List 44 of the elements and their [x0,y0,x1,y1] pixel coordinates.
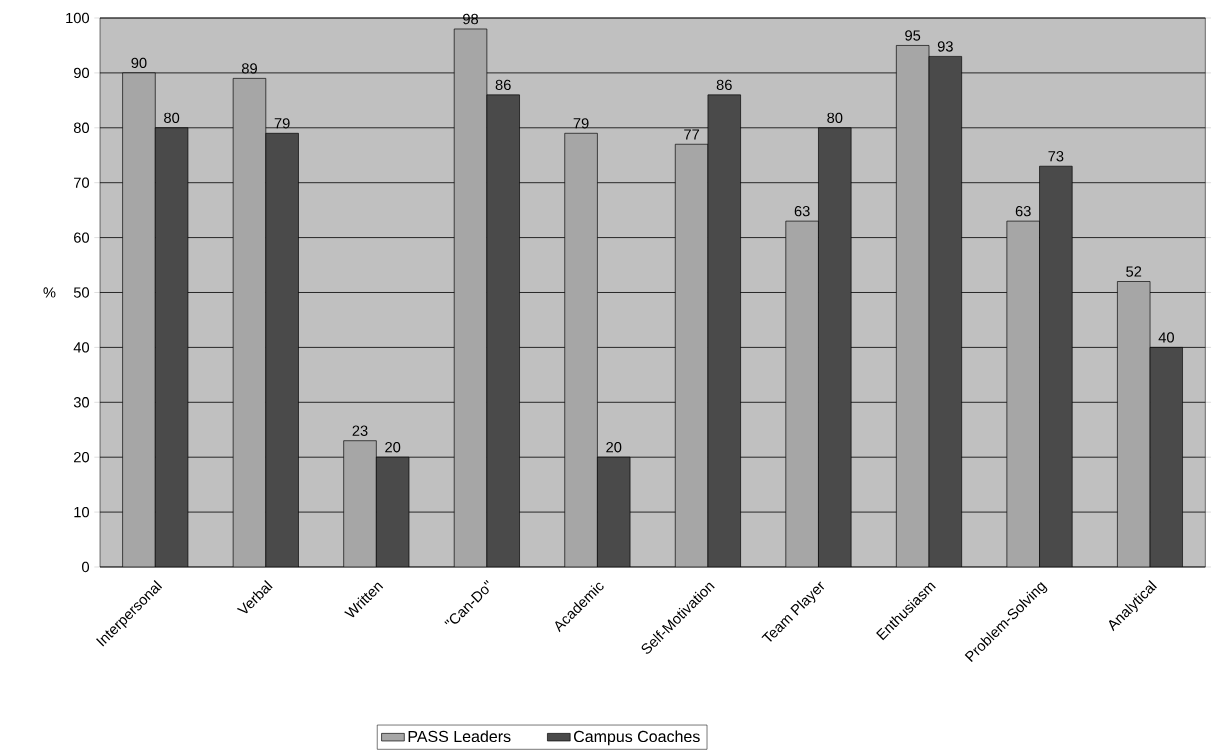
data-label: 79 [274,118,290,129]
bar [376,456,410,567]
data-label: 80 [827,112,843,124]
bar [1039,165,1073,567]
bar [486,94,520,567]
data-label: 20 [606,442,622,453]
bar [1149,347,1184,567]
bar [265,132,299,567]
data-label: 90 [131,57,147,69]
legend-label: PASS Leaders [408,730,511,743]
data-label: 52 [1126,266,1142,277]
data-label: 77 [684,129,700,140]
data-label: 86 [716,79,732,91]
y-tick-label: 100 [66,12,90,24]
y-tick-label: 20 [74,452,90,463]
y-tick-label: 30 [73,397,90,408]
y-tick-label: 90 [73,67,90,79]
bar [818,127,852,567]
y-tick-label: 60 [74,232,90,243]
data-label: 95 [905,30,921,41]
data-label: 93 [937,41,953,52]
legend-label: Campus Coaches [574,730,700,746]
data-label: 23 [352,425,368,436]
y-tick-label: 40 [73,342,90,353]
data-label: 20 [385,442,401,453]
data-label: 73 [1048,151,1064,162]
data-label: 79 [573,118,589,129]
y-axis-title: % [43,287,56,298]
bar [597,456,631,567]
y-tick-label: 10 [74,506,90,518]
y-tick-label: 0 [82,561,90,573]
data-label: 98 [463,13,479,25]
bar [707,94,741,567]
bar [928,56,963,567]
y-tick-label: 80 [73,122,90,133]
bar [154,127,189,567]
data-label: 40 [1158,332,1174,343]
data-label: 86 [495,79,511,91]
data-label: 80 [164,112,180,124]
data-label: 63 [794,205,810,217]
data-label: 63 [1015,205,1031,217]
y-tick-label: 50 [73,287,90,298]
y-tick-label: 70 [74,177,90,188]
data-label: 89 [241,63,257,74]
